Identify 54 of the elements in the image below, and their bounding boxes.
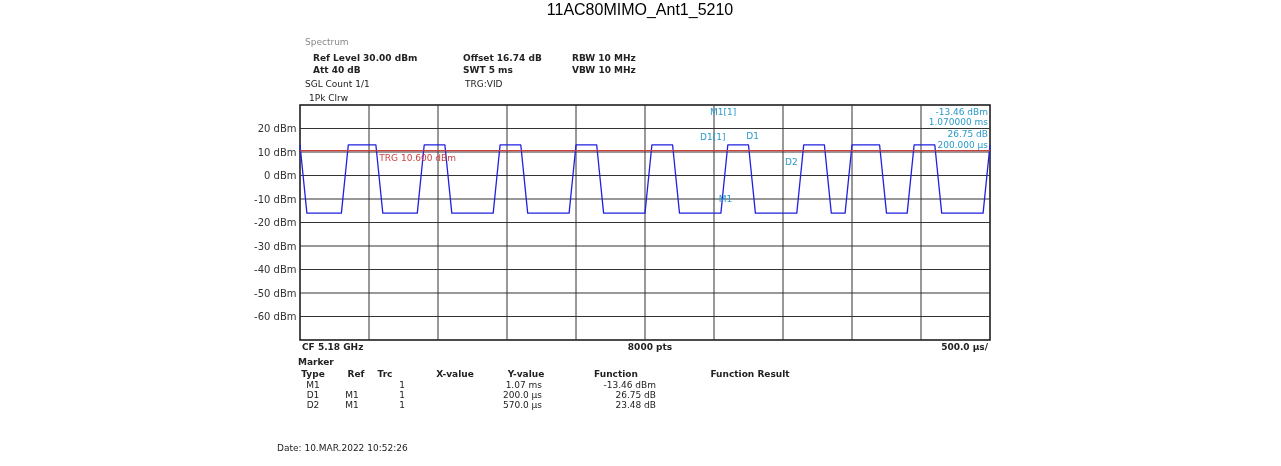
text: D2 [306, 400, 320, 410]
text: Date: 10.MAR.2022 10:52:26 [277, 443, 408, 453]
annotation: 1.070000 ms [928, 117, 989, 127]
chart-title: 11AC80MIMO_Ant1_5210 [546, 1, 734, 19]
text: 200.0 µs [502, 390, 543, 400]
text: Marker [298, 357, 335, 367]
y-tick-label: -10 dBm [254, 193, 297, 205]
text: Offset 16.74 dB [463, 53, 542, 63]
annotation: 26.75 dB [947, 129, 988, 139]
text: -13.46 dBm [603, 380, 656, 390]
annotation: -13.46 dBm [935, 107, 988, 117]
text: Ref Level 30.00 dBm [313, 53, 418, 63]
annotation: D1 [746, 131, 760, 142]
text: 26.75 dB [615, 390, 656, 400]
text: VBW 10 MHz [572, 65, 636, 75]
y-tick-label: -40 dBm [254, 264, 297, 275]
annotation: 200.000 µs [937, 140, 989, 150]
y-tick-label: 0 dBm [264, 170, 297, 181]
annotation: M1[1] [710, 107, 737, 117]
text: M1 [345, 390, 359, 400]
text: D1 [306, 390, 320, 400]
text: RBW 10 MHz [572, 53, 636, 63]
y-tick-label: 10 dBm [257, 146, 297, 158]
text: 1 [399, 380, 405, 390]
text: 8000 pts [627, 342, 673, 352]
text: 500.0 µs/ [941, 342, 989, 352]
text: X-value [436, 369, 474, 379]
annotation: D2 [785, 156, 798, 167]
text: 1Pk Clrw [309, 93, 349, 103]
text: Function [594, 369, 638, 379]
y-tick-label: -20 dBm [254, 217, 297, 228]
text: M1 [306, 380, 320, 390]
text: M1 [345, 400, 359, 410]
text: TRG:VID [464, 79, 503, 89]
text: 1 [399, 390, 405, 400]
y-tick-label: -60 dBm [254, 311, 297, 322]
text: SWT 5 ms [463, 65, 513, 75]
text: Y-value [506, 369, 545, 379]
text: CF 5.18 GHz [302, 342, 364, 352]
annotation: D1[1] [700, 132, 726, 142]
text: Type [301, 369, 325, 379]
text: SGL Count 1/1 [305, 79, 370, 89]
y-tick-label: 20 dBm [257, 123, 297, 134]
text: Function Result [710, 369, 791, 379]
text: Spectrum [305, 37, 349, 47]
y-tick-label: -30 dBm [254, 240, 297, 252]
text: 1 [399, 400, 405, 410]
y-tick-label: -50 dBm [254, 287, 297, 299]
text: 570.0 µs [502, 400, 543, 410]
text: 1.07 ms [505, 380, 543, 390]
text: Att 40 dB [313, 65, 361, 75]
text: Ref [347, 369, 365, 379]
text: 23.48 dB [615, 400, 656, 410]
text: Trc [377, 369, 393, 379]
